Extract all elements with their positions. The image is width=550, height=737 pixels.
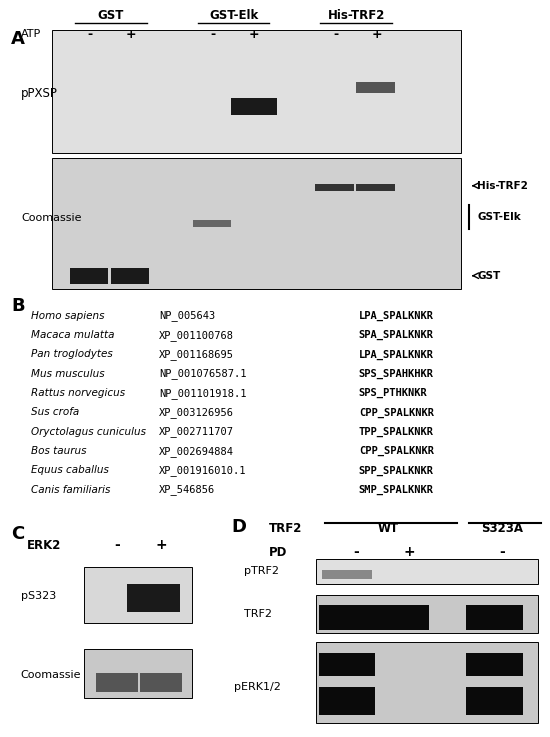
Text: pS323: pS323 xyxy=(21,591,56,601)
Bar xyxy=(316,595,538,634)
Text: LPA̲SPALKNKR: LPA̲SPALKNKR xyxy=(359,311,434,321)
Text: Rattus norvegicus: Rattus norvegicus xyxy=(31,388,125,398)
Text: GST-Elk: GST-Elk xyxy=(209,9,258,22)
Text: pERK1/2: pERK1/2 xyxy=(234,682,281,692)
Bar xyxy=(111,268,149,284)
Text: TPP̲SPALKNKR: TPP̲SPALKNKR xyxy=(359,427,434,437)
Text: Coomassie: Coomassie xyxy=(21,669,81,680)
Bar xyxy=(466,653,522,677)
Bar xyxy=(84,567,192,623)
Bar xyxy=(140,672,182,693)
Text: -: - xyxy=(211,28,216,41)
Text: XP_003126956: XP_003126956 xyxy=(160,407,234,418)
Bar xyxy=(96,672,138,693)
Bar xyxy=(466,604,522,630)
Text: PD: PD xyxy=(268,545,287,559)
Text: His-TRF2: His-TRF2 xyxy=(328,9,385,22)
Bar xyxy=(316,642,538,723)
Text: XP_001100768: XP_001100768 xyxy=(160,329,234,340)
Text: XP_002694884: XP_002694884 xyxy=(160,446,234,456)
Text: SPS̲SPAHKHKR: SPS̲SPAHKHKR xyxy=(359,368,434,379)
Bar xyxy=(316,559,538,584)
Text: Oryctolagus cuniculus: Oryctolagus cuniculus xyxy=(31,427,146,437)
Text: Bos taurus: Bos taurus xyxy=(31,446,87,456)
Text: C: C xyxy=(11,525,24,543)
Text: XP_001916010.1: XP_001916010.1 xyxy=(160,465,247,476)
Text: TRF2: TRF2 xyxy=(244,609,272,619)
Bar xyxy=(356,184,394,191)
Text: XP_002711707: XP_002711707 xyxy=(160,426,234,437)
Text: -: - xyxy=(333,28,338,41)
Text: NP_001101918.1: NP_001101918.1 xyxy=(160,388,247,399)
Text: Coomassie: Coomassie xyxy=(21,214,82,223)
Bar xyxy=(372,604,428,630)
Text: SPA̲SPALKNKR: SPA̲SPALKNKR xyxy=(359,330,434,340)
Text: SMP̲SPALKNKR: SMP̲SPALKNKR xyxy=(359,485,434,495)
Text: GST: GST xyxy=(97,9,124,22)
Text: CPP̲SPALKNKR: CPP̲SPALKNKR xyxy=(359,408,434,418)
Text: ERK2: ERK2 xyxy=(26,539,60,552)
Bar xyxy=(466,687,522,715)
Text: +: + xyxy=(371,28,382,41)
Text: His-TRF2: His-TRF2 xyxy=(477,181,529,191)
Text: NP_001076587.1: NP_001076587.1 xyxy=(160,368,247,380)
Text: -: - xyxy=(499,545,505,559)
Text: TRF2: TRF2 xyxy=(268,523,302,535)
Text: NP_005643: NP_005643 xyxy=(160,310,216,321)
Text: GST-Elk: GST-Elk xyxy=(477,212,521,222)
Bar xyxy=(52,30,461,153)
Text: XP_546856: XP_546856 xyxy=(160,484,216,495)
Bar xyxy=(70,268,108,284)
Bar xyxy=(322,570,372,579)
Bar xyxy=(319,687,375,715)
Text: B: B xyxy=(11,297,25,315)
Text: -: - xyxy=(114,538,120,552)
Text: Pan troglodytes: Pan troglodytes xyxy=(31,349,113,360)
Text: WT: WT xyxy=(377,523,398,535)
Bar xyxy=(192,220,231,227)
Bar xyxy=(52,158,461,290)
Text: +: + xyxy=(249,28,259,41)
Text: LPA̲SPALKNKR: LPA̲SPALKNKR xyxy=(359,349,434,360)
Bar xyxy=(84,649,192,699)
Text: XP_001168695: XP_001168695 xyxy=(160,349,234,360)
Text: +: + xyxy=(155,538,167,552)
Text: -: - xyxy=(87,28,93,41)
Bar xyxy=(319,604,375,630)
Text: +: + xyxy=(404,545,415,559)
Text: Canis familiaris: Canis familiaris xyxy=(31,485,111,495)
Text: A: A xyxy=(11,30,25,49)
Text: SPP̲SPALKNKR: SPP̲SPALKNKR xyxy=(359,465,434,475)
Bar xyxy=(231,99,277,115)
Text: CPP̲SPALKNKR: CPP̲SPALKNKR xyxy=(359,446,434,456)
Text: Sus crofa: Sus crofa xyxy=(31,408,80,417)
Text: ATP: ATP xyxy=(21,29,41,39)
Bar xyxy=(356,82,394,93)
Text: pTRF2: pTRF2 xyxy=(244,567,278,576)
Text: Homo sapiens: Homo sapiens xyxy=(31,311,105,321)
Text: +: + xyxy=(126,28,136,41)
Bar xyxy=(126,584,180,612)
Text: S323A: S323A xyxy=(481,523,523,535)
Text: Equus caballus: Equus caballus xyxy=(31,465,109,475)
Text: GST: GST xyxy=(477,270,500,281)
Bar xyxy=(319,653,375,677)
Text: D: D xyxy=(231,518,246,536)
Text: Macaca mulatta: Macaca mulatta xyxy=(31,330,115,340)
Text: Mus musculus: Mus musculus xyxy=(31,368,105,379)
Text: SPS̲PTHKNKR: SPS̲PTHKNKR xyxy=(359,388,427,398)
Bar xyxy=(315,184,354,191)
Text: -: - xyxy=(354,545,359,559)
Text: pPXSP: pPXSP xyxy=(21,86,58,99)
